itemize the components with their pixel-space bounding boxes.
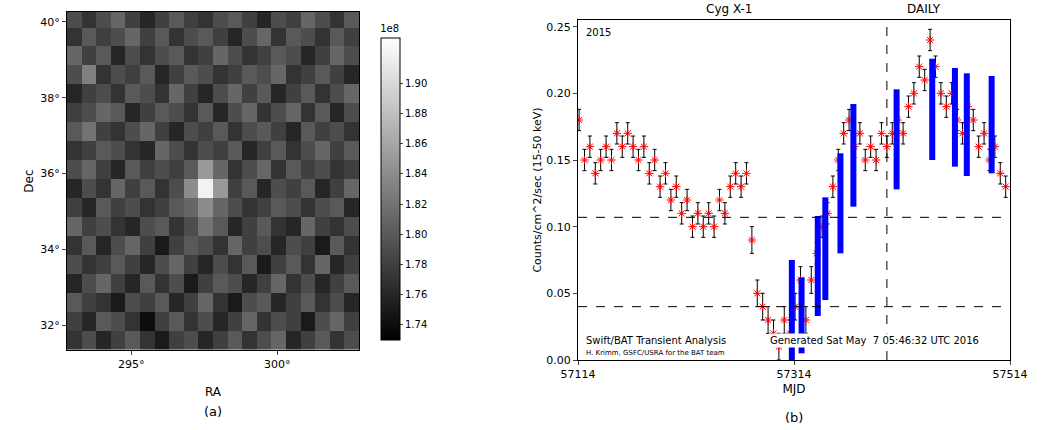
svg-text:0.10: 0.10 [546, 221, 571, 234]
svg-text:1.78: 1.78 [405, 259, 427, 270]
svg-text:300°: 300° [264, 358, 291, 371]
svg-text:1.84: 1.84 [405, 168, 427, 179]
svg-text:36°: 36° [40, 167, 60, 180]
svg-text:Counts/cm^2/sec (15-50 keV): Counts/cm^2/sec (15-50 keV) [531, 107, 544, 272]
svg-text:38°: 38° [40, 92, 60, 105]
svg-text:H. Krimm, GSFC/USRA for the BA: H. Krimm, GSFC/USRA for the BAT team [586, 349, 725, 357]
svg-text:1.82: 1.82 [405, 199, 427, 210]
svg-text:Swift/BAT Transient Analysis: Swift/BAT Transient Analysis [586, 335, 726, 346]
svg-text:DAILY: DAILY [907, 2, 941, 16]
svg-text:1e8: 1e8 [380, 23, 399, 34]
svg-text:1.86: 1.86 [405, 138, 427, 149]
svg-text:(a): (a) [204, 404, 222, 419]
svg-text:57514: 57514 [993, 368, 1028, 381]
svg-text:1.80: 1.80 [405, 229, 427, 240]
svg-text:295°: 295° [118, 358, 145, 371]
svg-text:1.88: 1.88 [405, 108, 427, 119]
svg-text:Cyg X-1: Cyg X-1 [706, 2, 753, 16]
svg-text:0.20: 0.20 [546, 87, 571, 100]
svg-text:57314: 57314 [777, 368, 812, 381]
svg-text:Dec: Dec [22, 169, 36, 192]
svg-text:1.76: 1.76 [405, 289, 427, 300]
svg-text:0.15: 0.15 [546, 154, 571, 167]
svg-text:(b): (b) [785, 410, 803, 425]
svg-text:0.25: 0.25 [546, 21, 571, 34]
svg-text:RA: RA [205, 385, 222, 399]
svg-text:0.05: 0.05 [546, 287, 571, 300]
svg-text:32°: 32° [40, 319, 60, 332]
svg-text:1.90: 1.90 [405, 78, 427, 89]
svg-text:40°: 40° [40, 16, 60, 29]
svg-text:Generated Sat May 7 05:46:32: Generated Sat May 7 05:46:32 UTC 2016 [770, 335, 979, 346]
svg-text:0.00: 0.00 [546, 354, 571, 367]
svg-text:57114: 57114 [561, 368, 596, 381]
svg-text:MJD: MJD [782, 382, 805, 396]
svg-text:34°: 34° [40, 243, 60, 256]
svg-text:1.74: 1.74 [405, 319, 427, 330]
svg-text:2015: 2015 [586, 27, 611, 38]
